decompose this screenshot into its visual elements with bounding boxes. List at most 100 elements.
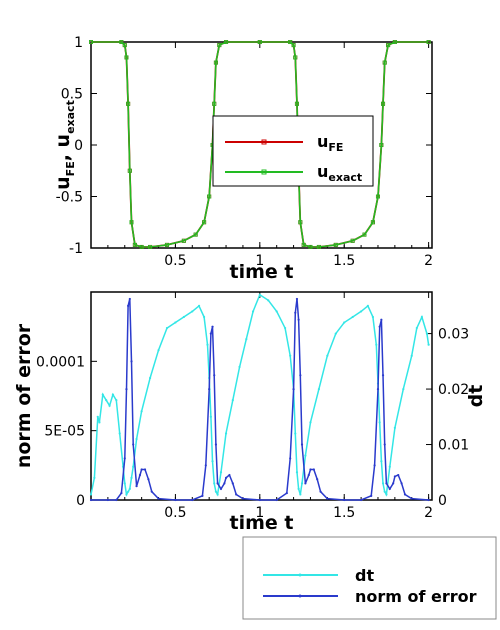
legend-marker [298,573,302,577]
data-point [300,482,304,485]
data-point [96,415,99,418]
y-tick-label: 5E-05 [44,424,85,440]
legend-label: dt [355,566,374,585]
x-tick-label: 1.5 [333,253,355,269]
y-axis-label: uFE, uexact [52,100,77,190]
data-point [123,482,126,485]
data-point [388,465,391,468]
data-point [126,101,131,106]
data-point [295,471,299,474]
data-point [207,194,212,199]
data-point [292,387,295,391]
data-point [89,493,93,496]
data-point [132,465,135,468]
data-point [89,40,94,45]
data-point [128,487,131,491]
data-point [333,242,338,247]
data-point [386,43,391,48]
y-tick-label: -1 [69,241,83,257]
data-point [379,142,384,147]
legend-box [242,536,497,620]
data-point [267,299,270,302]
top-chart: 1 0.5 0 -0.5 -1 0.5 1 1.5 2 time t uFE, uexact uFE u… [52,35,433,283]
data-point [297,487,300,491]
x-tick-label: 1 [255,505,264,521]
data-point [214,490,218,493]
data-point [191,310,194,313]
data-point [381,482,385,485]
x-tick-label: 0.5 [164,505,186,521]
data-point [380,318,383,321]
data-point [224,432,228,435]
data-point [351,315,354,319]
legend-marker [261,169,267,175]
x-tick-label: 2 [424,253,433,269]
data-point [285,491,288,495]
data-point [385,493,388,496]
data-point [122,43,127,48]
x-tick-label: 1.5 [333,505,355,521]
bottom-chart: 0.0001 5E-05 0 0.03 0.02 0.01 0 0.5 1 1.5 2 time t n… [13,291,497,620]
x-tick-label: 0.5 [164,253,186,269]
x-tick-label: 1 [255,253,264,269]
data-point [209,415,212,418]
data-point [326,497,329,500]
data-point [209,332,212,335]
data-point [299,374,302,377]
data-point [135,485,138,488]
y-tick-label: 0.5 [61,87,83,103]
legend-label: norm of error [355,587,477,606]
data-point [206,343,209,346]
data-point [127,168,132,173]
data-point [216,482,219,485]
data-point [393,475,396,478]
data-point [98,421,101,424]
data-point [119,40,124,45]
data-point [381,101,386,106]
data-point [383,490,386,493]
data-point [208,387,211,391]
data-point [359,310,363,313]
data-point [150,490,153,493]
data-point [139,244,144,249]
data-point [211,325,214,328]
data-point [211,460,214,463]
data-point [224,40,229,45]
data-point [251,310,255,313]
y-tick-label: 1 [74,35,83,51]
data-point [299,493,302,496]
data-point [289,354,292,357]
data-point [426,40,431,45]
data-point [258,293,261,296]
data-point [397,473,400,477]
data-point [381,374,385,377]
data-point [124,55,129,60]
data-point [385,482,388,485]
data-point [238,365,241,368]
y-tick-label: -0.5 [56,190,83,206]
data-point [326,354,329,357]
data-point [308,244,313,249]
data-point [350,238,355,243]
data-point [231,399,234,402]
data-point [203,315,206,319]
data-point [245,338,248,341]
data-point [123,457,126,460]
data-point [118,432,121,435]
data-point [400,482,403,485]
data-point [127,304,130,307]
y2-tick-label: 0.03 [438,327,469,343]
data-point [288,40,293,45]
y-tick-label: 0.0001 [36,354,85,370]
legend-marker [261,139,267,145]
data-point [138,473,142,477]
data-point [129,220,134,225]
data-point [148,244,153,249]
data-point [181,238,186,243]
data-point [393,426,396,429]
data-point [382,60,387,65]
data-point [241,497,245,500]
data-point [402,387,405,391]
data-point [101,393,104,396]
